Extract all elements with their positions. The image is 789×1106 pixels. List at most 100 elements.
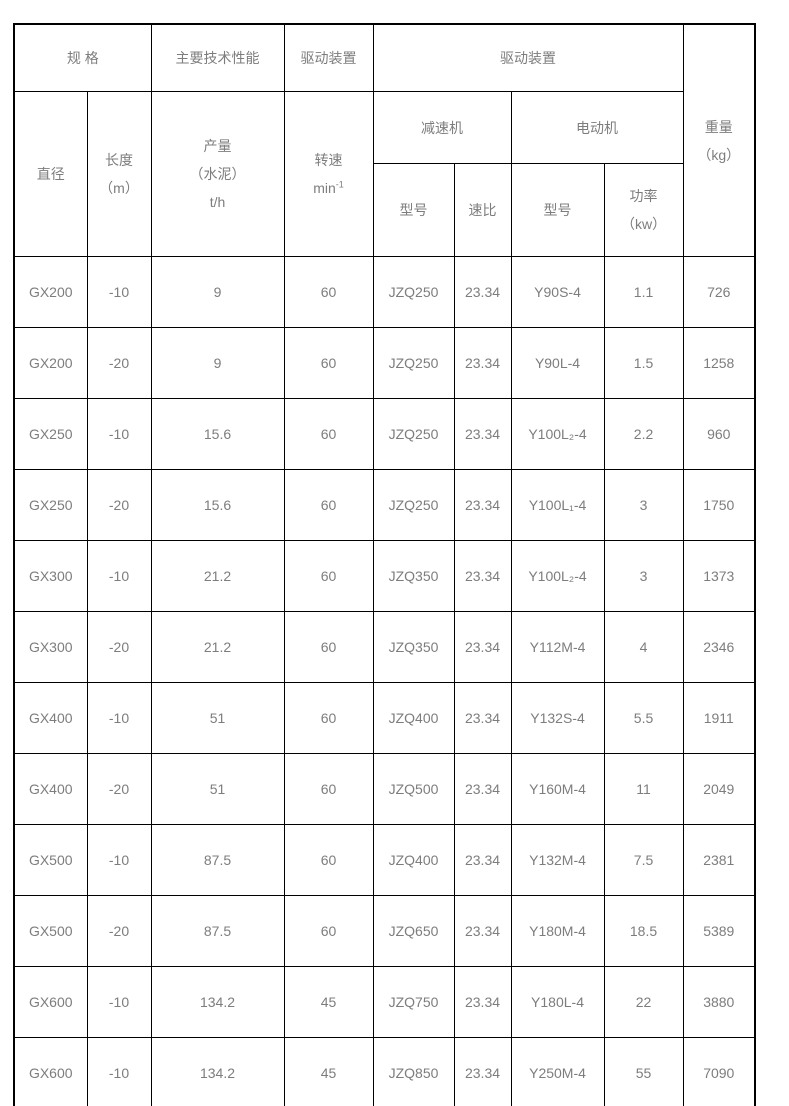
header-speed-unit: min-1 bbox=[313, 179, 344, 196]
table-cell: 15.6 bbox=[150, 398, 285, 470]
table-cell: 3 bbox=[603, 469, 684, 541]
table-cell: 60 bbox=[283, 469, 374, 541]
table-cell: -20 bbox=[86, 895, 152, 967]
table-row: GX200 -20 9 60 JZQ250 23.34 Y90L-4 1.5 1258 bbox=[13, 327, 756, 399]
table-cell: JZQ350 bbox=[372, 611, 455, 683]
table-cell: 2381 bbox=[682, 824, 756, 896]
table-row: GX250 -20 15.6 60 JZQ250 23.34 Y100L₁-4 3 1750 bbox=[13, 469, 756, 541]
table-cell: 7090 bbox=[682, 1037, 756, 1106]
table-cell: -10 bbox=[86, 1037, 152, 1106]
table-cell: 51 bbox=[150, 682, 285, 754]
table-cell: GX600 bbox=[13, 1037, 88, 1106]
table-cell: -10 bbox=[86, 398, 152, 470]
table-cell: 23.34 bbox=[453, 753, 512, 825]
table-cell: 9 bbox=[150, 327, 285, 399]
table-cell: 23.34 bbox=[453, 895, 512, 967]
header-output-material: （水泥） bbox=[189, 166, 246, 182]
table-cell: 1.1 bbox=[603, 256, 684, 328]
header-weight-unit: （kg） bbox=[697, 146, 741, 163]
table-cell: JZQ350 bbox=[372, 540, 455, 612]
table-cell: Y132S-4 bbox=[510, 682, 605, 754]
table-row: GX500 -10 87.5 60 JZQ400 23.34 Y132M-4 7.5 2381 bbox=[13, 824, 756, 896]
table-cell: 3 bbox=[603, 540, 684, 612]
table-cell: 960 bbox=[682, 398, 756, 470]
table-cell: 87.5 bbox=[150, 895, 285, 967]
header-diameter-label: 直径 bbox=[36, 166, 65, 182]
header-length: 长度 （m） bbox=[86, 91, 152, 257]
table-cell: 726 bbox=[682, 256, 756, 328]
table-cell: 1750 bbox=[682, 469, 756, 541]
table-cell: GX600 bbox=[13, 966, 88, 1038]
table-cell: 87.5 bbox=[150, 824, 285, 896]
table-cell: 5389 bbox=[682, 895, 756, 967]
header-speed-unit-exponent: -1 bbox=[335, 179, 344, 190]
header-weight: 重量 （kg） bbox=[682, 23, 756, 257]
table-cell: -20 bbox=[86, 753, 152, 825]
table-cell: GX300 bbox=[13, 611, 88, 683]
table-cell: 60 bbox=[283, 256, 374, 328]
table-cell: 5.5 bbox=[603, 682, 684, 754]
table-cell: GX500 bbox=[13, 895, 88, 967]
header-diameter: 直径 bbox=[13, 91, 88, 257]
table-row: GX600 -10 134.2 45 JZQ850 23.34 Y250M-4 55 7090 bbox=[13, 1037, 756, 1106]
table-cell: 7.5 bbox=[603, 824, 684, 896]
table-cell: 60 bbox=[283, 398, 374, 470]
table-cell: 23.34 bbox=[453, 1037, 512, 1106]
table-cell: Y160M-4 bbox=[510, 753, 605, 825]
table-cell: 1911 bbox=[682, 682, 756, 754]
table-cell: 60 bbox=[283, 540, 374, 612]
table-row: GX600 -10 134.2 45 JZQ750 23.34 Y180L-4 22 3880 bbox=[13, 966, 756, 1038]
table-cell: 21.2 bbox=[150, 540, 285, 612]
table-cell: 23.34 bbox=[453, 469, 512, 541]
table-cell: JZQ250 bbox=[372, 398, 455, 470]
header-drive-group: 驱动装置 bbox=[372, 23, 684, 92]
table-cell: JZQ750 bbox=[372, 966, 455, 1038]
header-speed-ratio: 速比 bbox=[453, 163, 512, 257]
table-cell: 23.34 bbox=[453, 966, 512, 1038]
header-power: 功率 （kw） bbox=[603, 163, 684, 257]
table-cell: 2049 bbox=[682, 753, 756, 825]
header-output-label: 产量 bbox=[203, 138, 232, 154]
table-cell: 60 bbox=[283, 327, 374, 399]
table-cell: JZQ500 bbox=[372, 753, 455, 825]
header-row-1: 规 格 主要技术性能 驱动装置 驱动装置 重量 （kg） bbox=[13, 23, 756, 257]
table-cell: GX400 bbox=[13, 753, 88, 825]
table-cell: 55 bbox=[603, 1037, 684, 1106]
spec-table: 规 格 主要技术性能 驱动装置 驱动装置 重量 （kg） 直径 长度 （m） bbox=[13, 23, 757, 1106]
table-cell: Y90S-4 bbox=[510, 256, 605, 328]
table-cell: 23.34 bbox=[453, 327, 512, 399]
table-row: GX250 -10 15.6 60 JZQ250 23.34 Y100L₂-4 2.2 960 bbox=[13, 398, 756, 470]
table-cell: 60 bbox=[283, 682, 374, 754]
header-output-unit: t/h bbox=[209, 194, 226, 210]
table-cell: JZQ250 bbox=[372, 327, 455, 399]
header-motor-model: 型号 bbox=[510, 163, 605, 257]
table-cell: 23.34 bbox=[453, 682, 512, 754]
table-cell: 60 bbox=[283, 895, 374, 967]
table-cell: 18.5 bbox=[603, 895, 684, 967]
table-cell: 3880 bbox=[682, 966, 756, 1038]
table-cell: -20 bbox=[86, 611, 152, 683]
table-cell: Y100L₂-4 bbox=[510, 398, 605, 470]
table-cell: 60 bbox=[283, 611, 374, 683]
header-power-unit: （kw） bbox=[620, 216, 667, 232]
table-cell: JZQ650 bbox=[372, 895, 455, 967]
header-weight-label: 重量 bbox=[704, 118, 733, 135]
table-cell: JZQ250 bbox=[372, 256, 455, 328]
table-row: GX300 -20 21.2 60 JZQ350 23.34 Y112M-4 4 2346 bbox=[13, 611, 756, 683]
table-cell: 60 bbox=[283, 824, 374, 896]
header-speed-label: 转速 bbox=[314, 152, 343, 168]
table-cell: JZQ850 bbox=[372, 1037, 455, 1106]
table-cell: GX250 bbox=[13, 469, 88, 541]
table-cell: Y180L-4 bbox=[510, 966, 605, 1038]
table-cell: 21.2 bbox=[150, 611, 285, 683]
header-drive-group-speed: 驱动装置 bbox=[283, 23, 374, 92]
table-cell: 1.5 bbox=[603, 327, 684, 399]
table-cell: -10 bbox=[86, 682, 152, 754]
table-cell: GX500 bbox=[13, 824, 88, 896]
table-cell: -10 bbox=[86, 824, 152, 896]
table-cell: 15.6 bbox=[150, 469, 285, 541]
header-reducer-group: 减速机 bbox=[372, 91, 512, 164]
header-row-3: 型号 速比 型号 功率 （kw） bbox=[14, 163, 755, 257]
table-cell: JZQ400 bbox=[372, 682, 455, 754]
table-cell: 2346 bbox=[682, 611, 756, 683]
